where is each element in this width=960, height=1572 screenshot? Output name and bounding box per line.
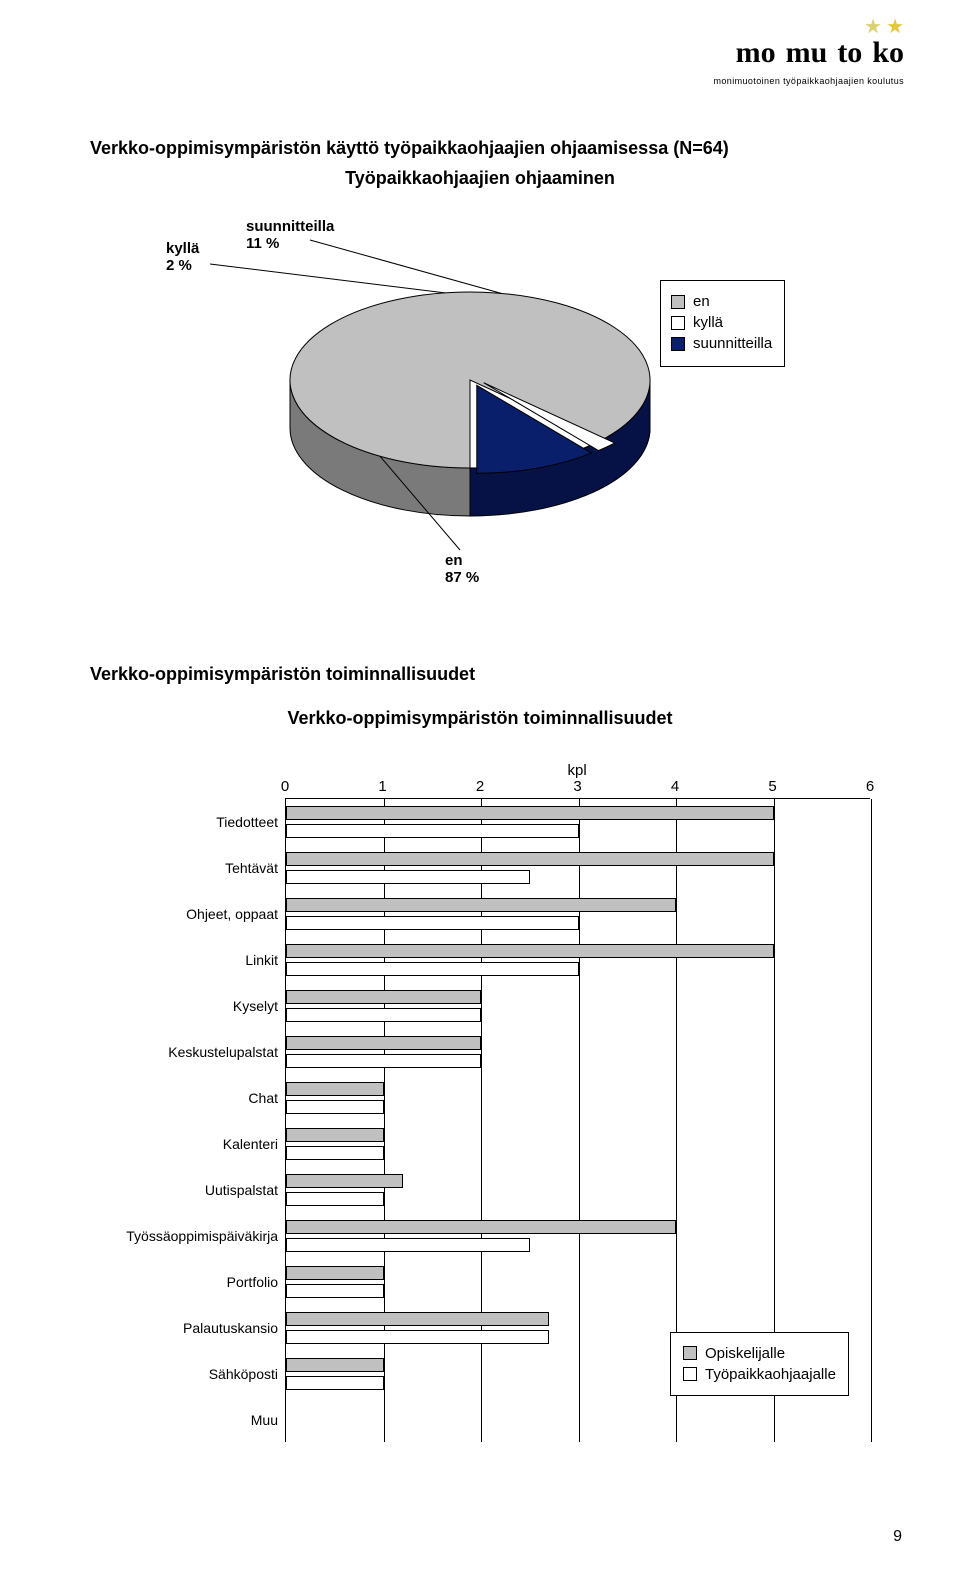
bar-tyopaikkaohjaajalle [286, 1054, 481, 1068]
bar-row: Työssäoppimispäiväkirja [286, 1213, 870, 1259]
bar-tyopaikkaohjaajalle [286, 824, 579, 838]
bar-row: Kyselyt [286, 983, 870, 1029]
bar-x-tick: 1 [378, 778, 386, 795]
bar-category-label: Portfolio [227, 1274, 286, 1290]
bar-x-tick: 2 [476, 778, 484, 795]
bar-row: Chat [286, 1075, 870, 1121]
bar-category-label: Chat [248, 1090, 286, 1106]
bar-category-label: Tehtävät [225, 860, 286, 876]
pie-legend: en kyllä suunnitteilla [660, 280, 785, 367]
bar-row: Kalenteri [286, 1121, 870, 1167]
pie-legend-item: suunnitteilla [671, 335, 772, 352]
bar-opiskelijalle [286, 1128, 384, 1142]
bar-tyopaikkaohjaajalle [286, 1192, 384, 1206]
bar-opiskelijalle [286, 990, 481, 1004]
legend-label: Työpaikkaohjaajalle [705, 1366, 836, 1383]
pie-legend-item: en [671, 293, 772, 310]
legend-label: kyllä [693, 314, 723, 331]
bar-category-label: Sähköposti [209, 1366, 286, 1382]
bar-x-tick: 4 [671, 778, 679, 795]
bar-category-label: Muu [251, 1412, 286, 1428]
bar-opiskelijalle [286, 1174, 403, 1188]
bar-tyopaikkaohjaajalle [286, 1100, 384, 1114]
legend-swatch [671, 337, 685, 351]
pie-callout-suunnitteilla: suunnitteilla 11 % [246, 218, 334, 252]
legend-swatch [683, 1346, 697, 1360]
bar-category-label: Uutispalstat [205, 1182, 286, 1198]
bar-x-tick: 0 [281, 778, 289, 795]
bar-category-label: Kalenteri [223, 1136, 286, 1152]
logo-stars: ★★ [713, 20, 904, 34]
logo-syllable: mo [736, 36, 776, 70]
bar-section-title: Verkko-oppimisympäristön toiminnallisuud… [90, 664, 475, 685]
legend-label: Opiskelijalle [705, 1345, 785, 1362]
bar-opiskelijalle [286, 806, 774, 820]
bar-tyopaikkaohjaajalle [286, 1284, 384, 1298]
bar-category-label: Tiedotteet [216, 814, 286, 830]
bar-tyopaikkaohjaajalle [286, 1238, 530, 1252]
bar-opiskelijalle [286, 944, 774, 958]
pie-callout-kylla: kyllä 2 % [166, 240, 199, 274]
bar-row: Ohjeet, oppaat [286, 891, 870, 937]
bar-opiskelijalle [286, 852, 774, 866]
bar-opiskelijalle [286, 898, 676, 912]
bar-legend: Opiskelijalle Työpaikkaohjaajalle [670, 1332, 849, 1396]
bar-tyopaikkaohjaajalle [286, 962, 579, 976]
page-number: 9 [893, 1528, 902, 1546]
legend-swatch [671, 295, 685, 309]
logo-syllable: ko [872, 36, 904, 70]
bar-legend-item: Työpaikkaohjaajalle [683, 1366, 836, 1383]
bar-category-label: Linkit [245, 952, 286, 968]
pie-section-title: Verkko-oppimisympäristön käyttö työpaikk… [90, 138, 729, 159]
bar-x-tick: 3 [573, 778, 581, 795]
bar-x-tick: 5 [768, 778, 776, 795]
bar-row: Linkit [286, 937, 870, 983]
bar-opiskelijalle [286, 1082, 384, 1096]
bar-opiskelijalle [286, 1036, 481, 1050]
bar-row: Tehtävät [286, 845, 870, 891]
bar-row: Tiedotteet [286, 799, 870, 845]
bar-opiskelijalle [286, 1358, 384, 1372]
bar-opiskelijalle [286, 1266, 384, 1280]
bar-tyopaikkaohjaajalle [286, 1376, 384, 1390]
bar-x-tick: 6 [866, 778, 874, 795]
bar-tyopaikkaohjaajalle [286, 1330, 549, 1344]
bar-category-label: Palautuskansio [183, 1320, 286, 1336]
bar-tyopaikkaohjaajalle [286, 916, 579, 930]
bar-category-label: Keskustelupalstat [168, 1044, 286, 1060]
bar-row: Muu [286, 1397, 870, 1443]
pie-chart-title: Työpaikkaohjaajien ohjaaminen [0, 168, 960, 189]
legend-swatch [683, 1367, 697, 1381]
bar-category-label: Kyselyt [233, 998, 286, 1014]
bar-opiskelijalle [286, 1312, 549, 1326]
bar-tyopaikkaohjaajalle [286, 1146, 384, 1160]
bar-chart-title: Verkko-oppimisympäristön toiminnallisuud… [0, 708, 960, 729]
logo-syllable: to [837, 36, 862, 70]
bar-row: Portfolio [286, 1259, 870, 1305]
bar-row: Uutispalstat [286, 1167, 870, 1213]
pie-chart: en 87 %kyllä 2 %suunnitteilla 11 % enkyl… [140, 220, 780, 580]
bar-category-label: Ohjeet, oppaat [186, 906, 286, 922]
bar-tyopaikkaohjaajalle [286, 1008, 481, 1022]
legend-label: suunnitteilla [693, 335, 772, 352]
logo-subtitle: monimuotoinen työpaikkaohjaajien koulutu… [713, 76, 904, 86]
bar-opiskelijalle [286, 1220, 676, 1234]
bar-legend-item: Opiskelijalle [683, 1345, 836, 1362]
bar-chart: kpl0123456TiedotteetTehtävätOhjeet, oppa… [90, 756, 870, 1442]
logo-area: ★★ momutoko monimuotoinen työpaikkaohjaa… [713, 20, 904, 86]
legend-label: en [693, 293, 710, 310]
legend-swatch [671, 316, 685, 330]
pie-callout-en: en 87 % [445, 552, 479, 586]
bar-row: Keskustelupalstat [286, 1029, 870, 1075]
logo-wordmark: momutoko [713, 36, 904, 70]
pie-svg [140, 220, 780, 580]
bar-tyopaikkaohjaajalle [286, 870, 530, 884]
bar-category-label: Työssäoppimispäiväkirja [126, 1228, 286, 1244]
pie-legend-item: kyllä [671, 314, 772, 331]
logo-syllable: mu [786, 36, 828, 70]
